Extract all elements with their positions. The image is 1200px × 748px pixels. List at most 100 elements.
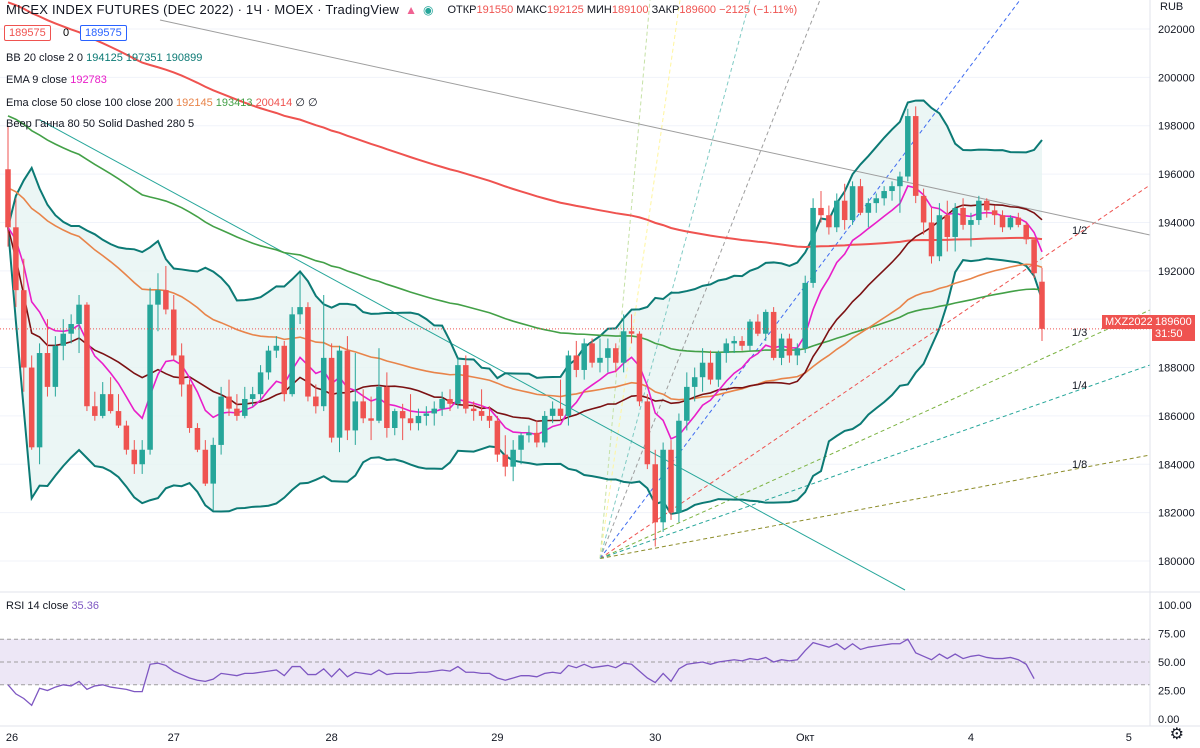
gann-fan-line	[599, 0, 821, 559]
time-tick-label: 30	[649, 732, 661, 744]
candle-body	[115, 411, 122, 426]
candle-body	[699, 362, 706, 378]
candle-body	[897, 176, 903, 187]
candle-body	[534, 432, 540, 443]
ema9-label: EMA 9 close	[6, 74, 68, 86]
spread-value: 0	[63, 27, 70, 39]
open-value: 191550	[476, 3, 514, 16]
rsi-tick-label: 25.00	[1158, 686, 1186, 698]
time-tick-label: 5	[1126, 732, 1132, 744]
candle-body	[257, 372, 264, 395]
candle-body	[392, 411, 398, 428]
last-price-symbol-tag: MXZ2022	[1102, 315, 1156, 329]
low-value: 189100	[611, 3, 649, 16]
candle-body	[936, 215, 943, 257]
candle-body	[21, 290, 27, 368]
candle-body	[170, 309, 177, 356]
price-tick-label: 192000	[1158, 266, 1195, 278]
candle-body	[320, 357, 327, 407]
candle-body	[447, 398, 453, 404]
candle-body	[613, 348, 619, 363]
buy-button[interactable]: 189575	[80, 25, 127, 41]
candle-body	[281, 345, 288, 395]
candle-body	[605, 348, 611, 358]
bb-lower-line	[7, 227, 1043, 516]
gann-fan: 1/2 1/3 1/4 1/8	[39, 0, 1151, 591]
gann-fan-line	[599, 0, 751, 559]
candle-body	[826, 215, 832, 228]
open-label: ОТКР	[447, 3, 477, 16]
candle-body	[912, 116, 919, 196]
price-tick-label: 202000	[1158, 24, 1195, 36]
change-value: −2125 (−1.11%)	[719, 3, 798, 16]
candle-body	[905, 116, 911, 177]
candle-body	[723, 343, 730, 354]
candle-body	[865, 203, 872, 213]
candles[interactable]	[0, 106, 1150, 547]
candle-body	[676, 420, 682, 513]
candle-body	[155, 290, 161, 305]
candle-body	[691, 377, 698, 387]
candle-body	[849, 186, 856, 221]
gann-fan-line	[599, 309, 1151, 560]
chart-title: MICEX INDEX FUTURES (DEC 2022) · 1Ч · MO…	[6, 2, 400, 17]
high-label: МАКС	[516, 3, 548, 16]
candle-body	[1039, 281, 1045, 329]
candle-body	[573, 355, 580, 370]
candle-body	[52, 345, 59, 387]
gann-label: Веер Ганна 80 50 Solid Dashed 280 5	[6, 118, 195, 130]
ema9-legend[interactable]: EMA 9 close 192783	[6, 74, 107, 86]
gann-fan-line	[599, 364, 1151, 560]
candle-body	[739, 340, 745, 346]
bb-lower-value: 190899	[165, 52, 203, 64]
rsi-pane: 100.00 75.00 50.00 25.00 0.00	[0, 591, 1200, 726]
candle-body	[99, 394, 106, 416]
status-icon: ◉	[423, 2, 434, 17]
candle-body	[178, 355, 185, 385]
candle-body	[755, 321, 761, 334]
price-tick-label: 184000	[1158, 459, 1195, 471]
candle-body	[684, 386, 690, 421]
candle-body	[794, 348, 801, 356]
ema9-value: 192783	[70, 74, 107, 86]
ema-legend[interactable]: Ema close 50 close 100 close 200 192145 …	[6, 96, 318, 109]
rsi-legend[interactable]: RSI 14 close 35.36	[6, 600, 99, 612]
candle-body	[770, 311, 777, 358]
candle-body	[1015, 217, 1022, 225]
candle-body	[731, 340, 737, 344]
candle-body	[344, 350, 351, 431]
candle-body	[715, 353, 722, 380]
candle-body	[976, 200, 982, 221]
candle-body	[928, 222, 935, 257]
candle-body	[44, 353, 51, 387]
bb-upper-line	[7, 99, 1043, 380]
candle-body	[210, 444, 216, 484]
candle-body	[747, 321, 753, 346]
candle-body	[407, 418, 414, 424]
candle-body	[668, 449, 674, 513]
candle-body	[470, 408, 477, 412]
settings-gear-icon[interactable]: ⚙	[1169, 726, 1184, 743]
rsi-tick-label: 50.00	[1158, 657, 1186, 669]
candle-body	[76, 304, 82, 325]
alert-icon[interactable]: ▲	[405, 2, 417, 17]
bb-label: BB 20 close 2 0	[6, 52, 84, 64]
candle-body	[707, 362, 714, 380]
time-tick-label: 4	[968, 732, 974, 744]
candle-body	[431, 408, 437, 414]
candle-body	[163, 290, 169, 310]
candle-body	[107, 394, 114, 412]
candle-body	[983, 200, 990, 211]
gann-fan-line	[599, 184, 1151, 559]
bb-band-fill	[8, 100, 1042, 514]
time-tick-label: 29	[491, 732, 503, 744]
candle-body	[834, 200, 840, 228]
candle-body	[557, 408, 564, 416]
gann-legend[interactable]: Веер Ганна 80 50 Solid Dashed 280 5	[6, 118, 194, 130]
gann-fan-line	[599, 0, 651, 559]
bb-legend[interactable]: BB 20 close 2 0 194125 197351 190899	[6, 52, 202, 64]
low-label: МИН	[586, 3, 612, 16]
candle-body	[68, 324, 74, 334]
sell-button[interactable]: 189575	[4, 25, 51, 41]
